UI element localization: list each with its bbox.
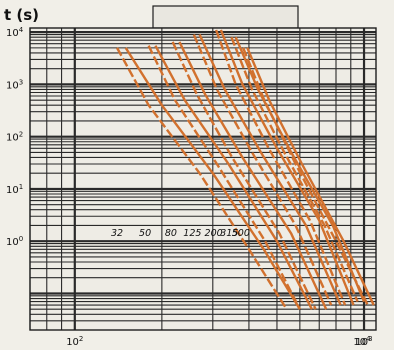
curves	[116, 29, 375, 310]
x-tick-label: 104	[353, 335, 371, 348]
y-tick-label: 104	[6, 26, 24, 39]
rating-label-315: 315	[220, 228, 238, 239]
curve-50-max	[154, 45, 313, 310]
y-tick-label: 102	[6, 131, 23, 144]
curve-125-max	[198, 34, 342, 306]
rating-label-500: 500	[232, 228, 250, 239]
rating-label-50: 50	[139, 228, 151, 239]
curve-50-min	[147, 45, 301, 310]
y-axis-label: t (s)	[4, 6, 39, 24]
y-tick-label: 100	[6, 235, 23, 248]
curve-500-max	[246, 47, 375, 306]
plot-frame	[29, 27, 377, 331]
curve-32-min	[116, 47, 288, 310]
curve-200-max	[219, 29, 355, 306]
curve-125-min	[192, 34, 333, 306]
curve-500-min	[242, 47, 369, 306]
curve-200-min	[214, 29, 347, 306]
rating-label-200: 200	[205, 228, 223, 239]
rating-label-125: 125	[183, 228, 201, 239]
header-tab-frame	[152, 5, 299, 29]
rating-label-80: 80	[165, 228, 177, 239]
curve-32-max	[124, 47, 301, 310]
y-tick-label: 101	[6, 183, 23, 196]
rating-label-32: 32	[111, 228, 123, 239]
y-tick-label: 103	[6, 78, 23, 91]
x-tick-label: 102	[66, 335, 83, 348]
curve-315-min	[230, 36, 359, 303]
y-ticks: 104 103 102 101 100	[6, 26, 24, 248]
curve-80-min	[171, 41, 317, 310]
curve-80-max	[178, 41, 328, 310]
x-tick-label: 103	[355, 335, 372, 348]
